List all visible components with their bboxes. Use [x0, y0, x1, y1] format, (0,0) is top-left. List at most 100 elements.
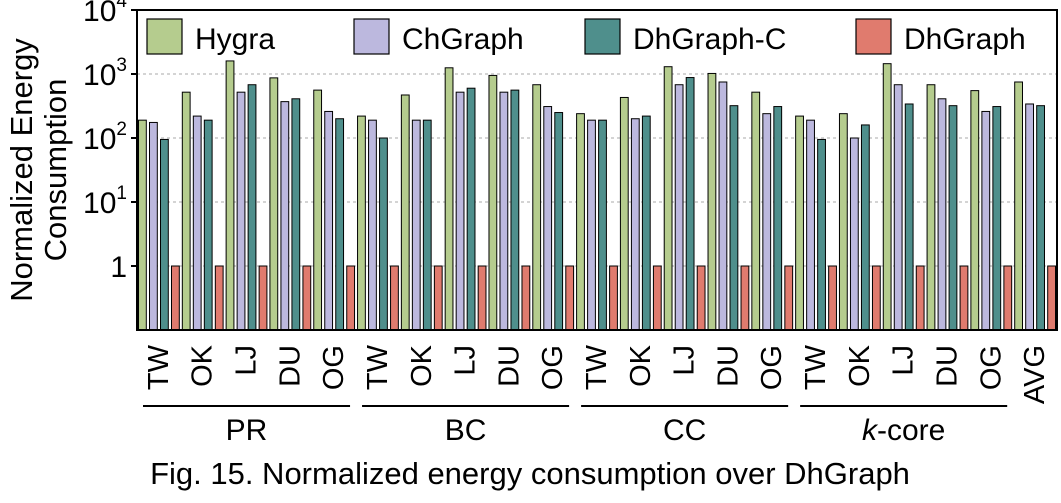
- x-category-label: LJ: [669, 345, 701, 376]
- bar-dhgraph-avg: [1047, 265, 1056, 331]
- x-category-label: LJ: [231, 345, 263, 376]
- bar-chgraph-tw: [149, 121, 158, 331]
- bar-dhgraph-og: [784, 265, 794, 331]
- y-tick-label: 104: [83, 0, 127, 28]
- x-category-label: DU: [274, 345, 306, 387]
- bar-dhgraph-c-lj: [685, 77, 695, 331]
- x-category-labels: TW OK LJ DU OG TW OK LJ DU OG TW OK LJ DU OG TW OK LJ DU OG…: [143, 344, 1051, 404]
- bar-dhgraph-tw: [171, 265, 180, 331]
- y-tick-label: 1: [110, 251, 127, 284]
- legend-swatch-chgraph: [353, 18, 390, 55]
- bar-dhgraph-c-ok: [203, 119, 213, 331]
- bar-chgraph-ok: [849, 137, 859, 331]
- bar-hygra-du: [488, 74, 498, 331]
- bar-dhgraph-ok: [433, 265, 443, 331]
- bar-hygra-og: [313, 89, 323, 331]
- bar-hygra-og: [970, 90, 980, 331]
- bar-dhgraph-c-ok: [860, 124, 870, 331]
- bar-hygra-ok: [619, 96, 629, 331]
- bar-dhgraph-c-og: [773, 106, 783, 331]
- x-group-label: BC: [445, 414, 487, 447]
- bar-chgraph-tw: [368, 119, 377, 331]
- x-group-label: k-core: [862, 414, 945, 447]
- bar-chgraph-du: [718, 81, 728, 331]
- figure-caption: Fig. 15. Normalized energy consumption o…: [150, 456, 910, 491]
- bars: [138, 60, 1056, 331]
- y-tick-label: 103: [83, 55, 127, 92]
- bar-dhgraph-c-tw: [160, 138, 169, 331]
- bar-chgraph-ok: [192, 115, 202, 331]
- bar-chgraph-og: [324, 110, 334, 331]
- bar-dhgraph-ok: [871, 265, 881, 331]
- bar-hygra-ok: [838, 113, 848, 331]
- bar-dhgraph-c-tw: [598, 119, 607, 331]
- bar-dhgraph-c-og: [335, 118, 345, 331]
- bar-dhgraph-lj: [258, 265, 268, 331]
- x-category-label: TW: [143, 344, 175, 390]
- bar-dhgraph-c-tw: [817, 138, 826, 331]
- x-category-label: OK: [406, 344, 438, 387]
- bar-dhgraph-lj: [696, 265, 706, 331]
- bar-chgraph-og: [981, 110, 991, 331]
- bar-hygra-lj: [882, 63, 892, 331]
- bar-hygra-og: [532, 84, 542, 331]
- legend: Hygra ChGraph DhGraph-C DhGraph: [146, 18, 1026, 56]
- bar-dhgraph-og: [1003, 265, 1013, 331]
- bar-chgraph-og: [762, 113, 772, 331]
- bar-dhgraph-du: [740, 265, 750, 331]
- bar-chgraph-du: [499, 91, 509, 331]
- bar-dhgraph-lj: [477, 265, 487, 331]
- x-category-label: TW: [581, 344, 613, 390]
- x-group-labels: PR BC CC k-core: [143, 405, 1008, 447]
- bar-dhgraph-du: [302, 265, 312, 331]
- bar-dhgraph-c-du: [291, 98, 301, 331]
- x-category-label: OG: [756, 345, 788, 390]
- bar-dhgraph-tw: [828, 265, 837, 331]
- bar-hygra-ok: [400, 94, 410, 331]
- bar-dhgraph-c-avg: [1036, 105, 1045, 331]
- bar-dhgraph-du: [959, 265, 969, 331]
- x-category-label: DU: [931, 345, 963, 387]
- bar-chgraph-lj: [236, 91, 246, 331]
- bar-dhgraph-du: [521, 265, 531, 331]
- bar-hygra-tw: [576, 113, 585, 331]
- bar-dhgraph-lj: [915, 265, 925, 331]
- bar-dhgraph-c-du: [729, 105, 739, 331]
- x-category-label: OK: [844, 344, 876, 387]
- y-axis-ticks: 1 101 102 103 104: [83, 0, 137, 284]
- bar-hygra-du: [926, 84, 936, 331]
- legend-swatch-dhgraph: [855, 18, 892, 55]
- bar-dhgraph-tw: [390, 265, 399, 331]
- bar-hygra-lj: [225, 60, 235, 331]
- bar-dhgraph-og: [565, 265, 575, 331]
- plot-frame: [136, 9, 1058, 331]
- bar-hygra-tw: [357, 115, 366, 331]
- bar-dhgraph-ok: [214, 265, 224, 331]
- x-category-label: DU: [712, 345, 744, 387]
- x-category-label: LJ: [888, 345, 920, 376]
- bar-hygra-du: [269, 77, 279, 331]
- bar-dhgraph-c-og: [992, 106, 1002, 331]
- bar-chgraph-lj: [893, 84, 903, 331]
- bar-chgraph-lj: [455, 91, 465, 331]
- x-category-label: TW: [362, 344, 394, 390]
- x-category-label: TW: [800, 344, 832, 390]
- legend-swatch-dhgraph-c: [584, 18, 621, 55]
- x-category-label: AVG: [1019, 345, 1051, 404]
- bar-dhgraph-c-du: [510, 89, 520, 331]
- x-category-label: OK: [187, 344, 219, 387]
- bar-hygra-lj: [444, 67, 454, 331]
- x-category-label: LJ: [450, 345, 482, 376]
- bar-dhgraph-c-lj: [247, 84, 257, 331]
- legend-swatch-hygra: [146, 18, 183, 55]
- bar-hygra-tw: [795, 115, 804, 331]
- x-category-label: OG: [975, 345, 1007, 390]
- bar-chgraph-ok: [411, 119, 421, 331]
- x-group-label: CC: [663, 414, 706, 447]
- bar-dhgraph-ok: [652, 265, 662, 331]
- bar-dhgraph-c-lj: [904, 103, 914, 331]
- bar-dhgraph-c-tw: [379, 137, 388, 331]
- bar-chgraph-og: [543, 106, 553, 331]
- legend-label-chgraph: ChGraph: [402, 23, 524, 56]
